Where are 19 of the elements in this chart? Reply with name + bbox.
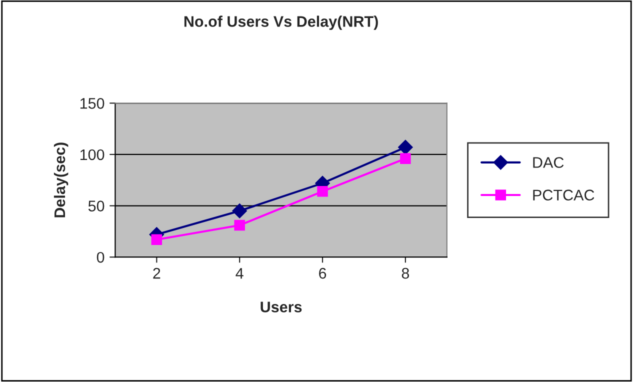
point <box>398 140 413 155</box>
y-tick-label: 50 <box>88 200 104 212</box>
chart-title: No.of Users Vs Delay(NRT) <box>184 16 378 30</box>
legend-label: PCTCAC <box>533 190 594 200</box>
y-axis-title: Delay(sec) <box>54 142 68 218</box>
x-tick-label: 8 <box>402 268 410 279</box>
point <box>232 204 247 218</box>
point <box>400 153 411 164</box>
x-tick-label: 4 <box>236 268 244 279</box>
y-tick-label: 150 <box>80 98 104 109</box>
point <box>234 220 245 231</box>
legend-label: DAC <box>533 157 564 168</box>
x-axis-title: Users <box>260 302 302 312</box>
point <box>151 234 162 246</box>
x-tick-label: 6 <box>319 268 326 279</box>
point <box>317 186 328 197</box>
y-tick-label: 0 <box>96 252 104 263</box>
x-tick-label: 2 <box>153 268 160 279</box>
y-tick-label: 100 <box>80 149 104 160</box>
